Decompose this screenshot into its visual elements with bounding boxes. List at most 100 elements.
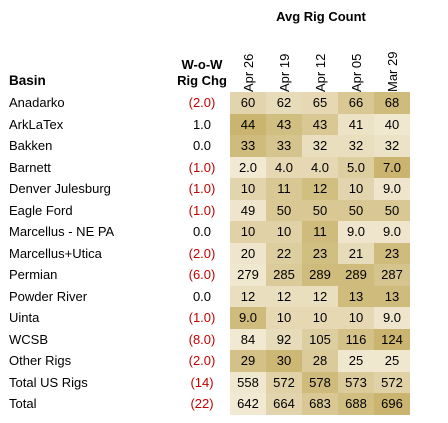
- rig-count-cell: 558: [230, 371, 266, 393]
- rig-count-cell: 683: [302, 393, 338, 415]
- rig-count-cell: 44: [230, 113, 266, 135]
- table-row: Permian (6.0) 279 285 289 289 287: [5, 264, 410, 286]
- rig-count-cell: 49: [230, 199, 266, 221]
- header-row: Basin W-o-W Rig Chg Apr 26 Apr 19 Apr 12…: [5, 4, 410, 92]
- rig-count-cell: 9.0: [374, 178, 410, 200]
- rig-count-cell: 642: [230, 393, 266, 415]
- date-label: Mar 29: [384, 51, 400, 92]
- rig-count-cell: 10: [266, 221, 302, 243]
- date-label: Apr 26: [240, 53, 256, 92]
- table-row: Powder River 0.0 12 12 12 13 13: [5, 285, 410, 307]
- rig-count-cell: 10: [338, 307, 374, 329]
- basin-name: ArkLaTex: [9, 116, 64, 132]
- rig-count-cell: 50: [338, 199, 374, 221]
- rig-count-cell: 11: [266, 178, 302, 200]
- basin-name: Eagle Ford: [9, 202, 73, 218]
- wow-change: (1.0): [188, 181, 216, 197]
- basin-name: Uinta: [9, 310, 40, 326]
- wow-change: 0.0: [192, 288, 212, 304]
- rig-count-cell: 50: [374, 199, 410, 221]
- rig-count-cell: 124: [374, 328, 410, 350]
- date-label: Apr 05: [348, 53, 364, 92]
- wow-change: (1.0): [188, 202, 216, 218]
- rig-count-cell: 11: [302, 221, 338, 243]
- avg-rig-count-title: Avg Rig Count: [276, 9, 366, 24]
- rig-count-cell: 23: [302, 242, 338, 264]
- rig-count-cell: 12: [302, 285, 338, 307]
- basin-header: Basin: [9, 73, 46, 88]
- rig-count-cell: 105: [302, 328, 338, 350]
- rig-count-cell: 4.0: [302, 156, 338, 178]
- rig-count-cell: 23: [374, 242, 410, 264]
- table-row: Total (22) 642 664 683 688 696: [5, 393, 410, 415]
- wow-change: 1.0: [192, 116, 212, 132]
- wow-change: (2.0): [188, 95, 216, 111]
- basin-name: Powder River: [9, 288, 88, 304]
- wow-change: (8.0): [188, 331, 216, 347]
- rig-count-cell: 7.0: [374, 156, 410, 178]
- rig-count-cell: 5.0: [338, 156, 374, 178]
- rig-count-cell: 573: [338, 371, 374, 393]
- wow-change: 0.0: [192, 138, 212, 154]
- rig-count-cell: 60: [230, 92, 266, 114]
- rig-count-cell: 29: [230, 350, 266, 372]
- basin-name: Other Rigs: [9, 353, 72, 369]
- basin-name: Denver Julesburg: [9, 181, 111, 197]
- rig-count-cell: 289: [338, 264, 374, 286]
- rig-count-cell: 43: [302, 113, 338, 135]
- basin-name: Total: [9, 396, 37, 412]
- rig-count-cell: 30: [266, 350, 302, 372]
- rig-count-cell: 116: [338, 328, 374, 350]
- rig-count-cell: 285: [266, 264, 302, 286]
- wow-change: (2.0): [188, 245, 216, 261]
- rig-count-cell: 50: [266, 199, 302, 221]
- rig-count-cell: 32: [374, 135, 410, 157]
- table-row: Total US Rigs (14) 558 572 578 573 572: [5, 371, 410, 393]
- table-row: Marcellus+Utica (2.0) 20 22 23 21 23: [5, 242, 410, 264]
- rig-count-cell: 10: [302, 307, 338, 329]
- rig-count-cell: 68: [374, 92, 410, 114]
- rig-count-cell: 33: [230, 135, 266, 157]
- rig-count-cell: 66: [338, 92, 374, 114]
- table-row: Barnett (1.0) 2.0 4.0 4.0 5.0 7.0: [5, 156, 410, 178]
- rig-count-cell: 13: [374, 285, 410, 307]
- wow-change: (22): [190, 396, 214, 412]
- rig-count-cell: 9.0: [230, 307, 266, 329]
- table-row: ArkLaTex 1.0 44 43 43 41 40: [5, 113, 410, 135]
- basin-name: Bakken: [9, 138, 53, 154]
- rig-count-table: Basin W-o-W Rig Chg Apr 26 Apr 19 Apr 12…: [5, 4, 410, 415]
- rig-count-cell: 33: [266, 135, 302, 157]
- table-row: WCSB (8.0) 84 92 105 116 124: [5, 328, 410, 350]
- rig-count-cell: 32: [338, 135, 374, 157]
- rig-count-cell: 32: [302, 135, 338, 157]
- rig-count-cell: 84: [230, 328, 266, 350]
- rig-count-cell: 25: [374, 350, 410, 372]
- rig-count-cell: 25: [338, 350, 374, 372]
- basin-name: Permian: [9, 267, 58, 283]
- rig-count-cell: 289: [302, 264, 338, 286]
- rig-count-cell: 41: [338, 113, 374, 135]
- rig-count-cell: 20: [230, 242, 266, 264]
- rig-count-cell: 287: [374, 264, 410, 286]
- rig-count-cell: 10: [266, 307, 302, 329]
- rig-count-cell: 40: [374, 113, 410, 135]
- table-row: Marcellus - NE PA 0.0 10 10 11 9.0 9.0: [5, 221, 410, 243]
- basin-name: WCSB: [9, 331, 48, 347]
- table-row: Uinta (1.0) 9.0 10 10 10 9.0: [5, 307, 410, 329]
- rig-count-cell: 9.0: [374, 221, 410, 243]
- basin-name: Marcellus+Utica: [9, 245, 102, 261]
- rig-count-cell: 2.0: [230, 156, 266, 178]
- rig-count-cell: 12: [266, 285, 302, 307]
- table-row: Denver Julesburg (1.0) 10 11 12 10 9.0: [5, 178, 410, 200]
- basin-name: Total US Rigs: [9, 374, 88, 390]
- rig-count-cell: 664: [266, 393, 302, 415]
- wow-header: W-o-W Rig Chg: [174, 4, 230, 92]
- rig-count-cell: 10: [230, 178, 266, 200]
- rig-count-cell: 696: [374, 393, 410, 415]
- rig-count-cell: 43: [266, 113, 302, 135]
- rig-count-cell: 62: [266, 92, 302, 114]
- rig-count-cell: 50: [302, 199, 338, 221]
- wow-change: (1.0): [188, 310, 216, 326]
- rig-count-cell: 9.0: [338, 221, 374, 243]
- rig-count-cell: 21: [338, 242, 374, 264]
